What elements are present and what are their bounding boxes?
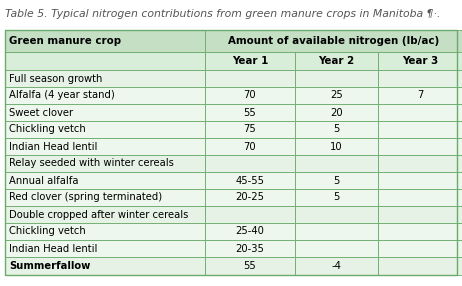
Bar — [295, 223, 378, 240]
Bar — [205, 138, 295, 155]
Bar — [5, 52, 205, 70]
Bar — [378, 172, 462, 189]
Bar — [205, 30, 462, 52]
Bar — [295, 87, 378, 104]
Bar — [205, 70, 295, 87]
Text: -4: -4 — [332, 261, 341, 271]
Bar — [205, 172, 295, 189]
Bar — [378, 206, 462, 223]
Bar — [295, 104, 378, 121]
Bar — [5, 70, 205, 87]
Bar — [295, 172, 378, 189]
Text: 20-25: 20-25 — [236, 192, 265, 202]
Text: Alfalfa (4 year stand): Alfalfa (4 year stand) — [9, 90, 115, 100]
Text: 5: 5 — [333, 176, 340, 186]
Text: Amount of available nitrogen (lb/ac): Amount of available nitrogen (lb/ac) — [228, 36, 439, 46]
Bar — [205, 223, 295, 240]
Bar — [378, 257, 462, 275]
Bar — [5, 121, 205, 138]
Bar — [5, 257, 205, 275]
Text: 70: 70 — [243, 90, 256, 100]
Text: Indian Head lentil: Indian Head lentil — [9, 142, 97, 152]
Text: Red clover (spring terminated): Red clover (spring terminated) — [9, 192, 162, 202]
Text: Year 1: Year 1 — [232, 56, 268, 66]
Bar — [378, 121, 462, 138]
Bar — [205, 52, 295, 70]
Text: Relay seeded with winter cereals: Relay seeded with winter cereals — [9, 158, 174, 168]
Bar — [205, 257, 295, 275]
Text: 7: 7 — [417, 90, 423, 100]
Bar — [378, 240, 462, 257]
Text: 75: 75 — [243, 124, 256, 134]
Bar — [378, 52, 462, 70]
Bar — [378, 87, 462, 104]
Bar — [205, 206, 295, 223]
Bar — [295, 240, 378, 257]
Text: 70: 70 — [243, 142, 256, 152]
Bar — [378, 138, 462, 155]
Bar — [295, 155, 378, 172]
Bar — [205, 189, 295, 206]
Bar — [378, 189, 462, 206]
Text: Indian Head lentil: Indian Head lentil — [9, 243, 97, 253]
Bar — [295, 138, 378, 155]
Bar — [5, 155, 205, 172]
Bar — [295, 189, 378, 206]
Bar — [378, 155, 462, 172]
Text: Sweet clover: Sweet clover — [9, 108, 73, 118]
Text: Green manure crop: Green manure crop — [9, 36, 121, 46]
Text: 55: 55 — [243, 108, 256, 118]
Bar — [5, 30, 457, 275]
Text: 5: 5 — [333, 124, 340, 134]
Bar — [295, 52, 378, 70]
Text: 20-35: 20-35 — [236, 243, 264, 253]
Bar — [5, 87, 205, 104]
Text: Full season growth: Full season growth — [9, 74, 103, 84]
Bar — [378, 104, 462, 121]
Text: 25-40: 25-40 — [236, 227, 264, 237]
Text: Chickling vetch: Chickling vetch — [9, 124, 86, 134]
Text: 55: 55 — [243, 261, 256, 271]
Bar — [5, 104, 205, 121]
Bar — [378, 223, 462, 240]
Text: 5: 5 — [333, 192, 340, 202]
Bar — [5, 172, 205, 189]
Bar — [205, 155, 295, 172]
Text: Annual alfalfa: Annual alfalfa — [9, 176, 79, 186]
Bar — [205, 121, 295, 138]
Bar — [295, 70, 378, 87]
Bar — [5, 240, 205, 257]
Text: 25: 25 — [330, 90, 343, 100]
Bar — [295, 257, 378, 275]
Text: Table 5. Typical nitrogen contributions from green manure crops in Manitoba ¶·.: Table 5. Typical nitrogen contributions … — [5, 9, 440, 19]
Bar — [295, 206, 378, 223]
Text: Year 3: Year 3 — [402, 56, 438, 66]
Text: 20: 20 — [330, 108, 343, 118]
Bar — [5, 223, 205, 240]
Bar — [5, 138, 205, 155]
Bar — [205, 240, 295, 257]
Bar — [205, 87, 295, 104]
Text: Double cropped after winter cereals: Double cropped after winter cereals — [9, 210, 188, 219]
Bar — [205, 104, 295, 121]
Bar — [378, 70, 462, 87]
Text: Chickling vetch: Chickling vetch — [9, 227, 86, 237]
Text: Summerfallow: Summerfallow — [9, 261, 91, 271]
Bar — [295, 121, 378, 138]
Bar — [5, 189, 205, 206]
Bar — [5, 30, 205, 52]
Text: 45-55: 45-55 — [236, 176, 265, 186]
Text: 10: 10 — [330, 142, 343, 152]
Text: Year 2: Year 2 — [318, 56, 354, 66]
Bar — [5, 206, 205, 223]
